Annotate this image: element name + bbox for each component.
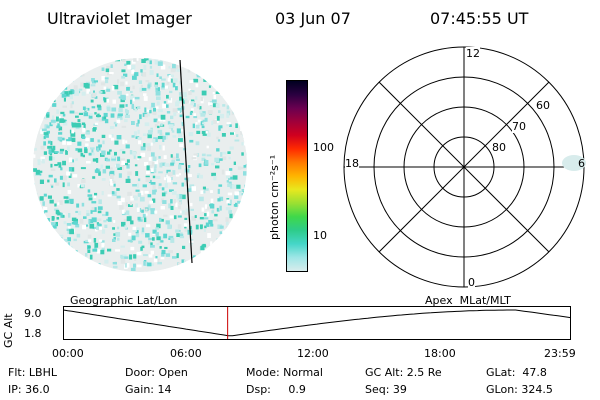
info-flt: Flt: LBHL	[8, 366, 57, 379]
info-dsp: Dsp: 0.9	[246, 383, 306, 396]
gc-alt-axis-label: GC Alt	[2, 313, 15, 348]
mlt-label-0: 0	[468, 276, 475, 289]
x-tick-2359: 23:59	[544, 347, 576, 360]
lat-label-80: 80	[492, 141, 506, 154]
x-tick-0600: 06:00	[170, 347, 202, 360]
alt-tick-high: 9.0	[24, 307, 42, 320]
lat-label-60: 60	[536, 99, 550, 112]
lat-label-70: 70	[512, 120, 526, 133]
mlt-label-18: 18	[345, 157, 359, 170]
info-ip: IP: 36.0	[8, 383, 50, 396]
terminator-line	[179, 59, 193, 264]
altitude-plot	[63, 306, 571, 340]
info-gcalt: GC Alt: 2.5 Re	[365, 366, 442, 379]
info-mode: Mode: Normal	[246, 366, 323, 379]
uv-image-disk	[33, 58, 247, 272]
time-label: 07:45:55 UT	[430, 9, 529, 28]
polar-emission-patch	[562, 155, 586, 171]
colorbar-unit-label: photon cm⁻²s⁻¹	[268, 154, 281, 240]
info-glon: GLon: 324.5	[486, 383, 553, 396]
polar-plot	[343, 46, 586, 288]
apex-title: Apex MLat/MLT	[425, 294, 511, 307]
alt-tick-low: 1.8	[24, 327, 42, 340]
info-glat: GLat: 47.8	[486, 366, 547, 379]
instrument-title: Ultraviolet Imager	[47, 9, 192, 28]
mlt-label-6: 6	[578, 157, 585, 170]
info-door: Door: Open	[125, 366, 188, 379]
x-tick-0000: 00:00	[52, 347, 84, 360]
colorbar	[286, 80, 308, 272]
x-tick-1200: 12:00	[297, 347, 329, 360]
date-label: 03 Jun 07	[275, 9, 351, 28]
mlt-label-12: 12	[466, 47, 480, 60]
colorbar-tick-100: 100	[313, 141, 334, 154]
altitude-curve	[63, 309, 571, 337]
geographic-title: Geographic Lat/Lon	[70, 294, 178, 307]
colorbar-tick-10: 10	[313, 229, 327, 242]
info-seq: Seq: 39	[365, 383, 407, 396]
x-tick-1800: 18:00	[424, 347, 456, 360]
info-gain: Gain: 14	[125, 383, 172, 396]
